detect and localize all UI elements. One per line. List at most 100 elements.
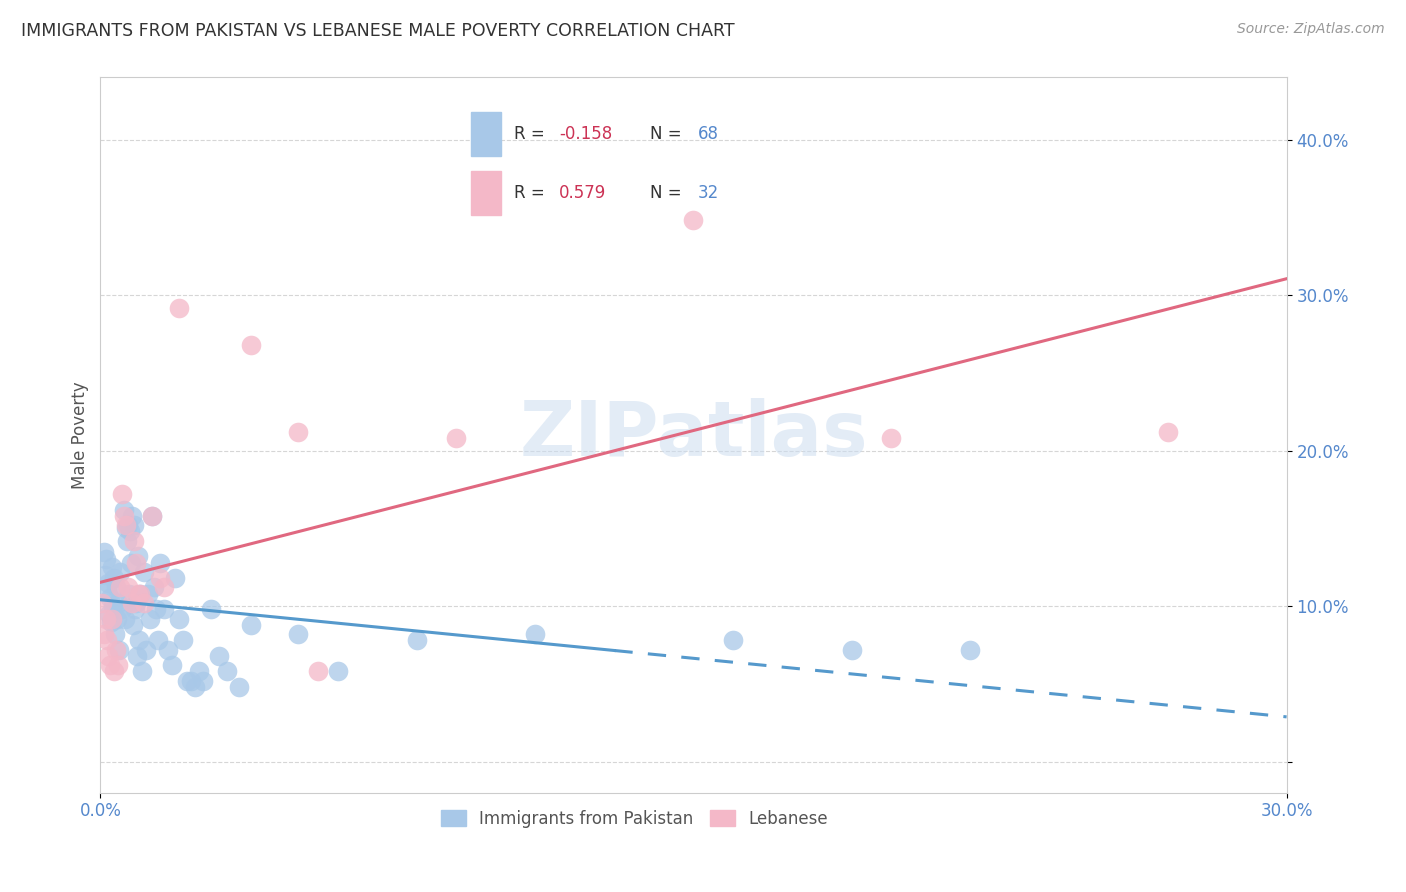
Point <box>96 611 118 625</box>
Point <box>188 665 211 679</box>
Point <box>93 544 115 558</box>
Point <box>142 581 165 595</box>
Point <box>152 581 174 595</box>
Point <box>103 665 125 679</box>
Point <box>200 602 222 616</box>
Point <box>115 518 138 533</box>
Point <box>128 587 150 601</box>
Point <box>98 658 121 673</box>
Y-axis label: Male Poverty: Male Poverty <box>72 381 89 489</box>
Point <box>141 508 163 523</box>
Point <box>136 587 159 601</box>
Point <box>121 508 143 523</box>
Point <box>880 431 903 445</box>
Point <box>111 602 134 616</box>
Point <box>131 665 153 679</box>
Point <box>103 571 125 585</box>
Point <box>149 556 172 570</box>
Point <box>97 648 120 663</box>
Point <box>156 642 179 657</box>
Point <box>127 587 149 601</box>
Point <box>107 658 129 673</box>
Point <box>108 581 131 595</box>
Point <box>152 602 174 616</box>
Point <box>98 591 121 606</box>
Point <box>128 587 150 601</box>
Point <box>145 602 167 616</box>
Point <box>165 571 187 585</box>
Point <box>112 508 135 523</box>
Point <box>682 213 704 227</box>
Point <box>172 633 194 648</box>
Point <box>524 627 547 641</box>
Point <box>1157 425 1180 439</box>
Point <box>112 502 135 516</box>
Point <box>115 533 138 548</box>
Text: IMMIGRANTS FROM PAKISTAN VS LEBANESE MALE POVERTY CORRELATION CHART: IMMIGRANTS FROM PAKISTAN VS LEBANESE MAL… <box>21 22 735 40</box>
Point <box>191 673 214 688</box>
Point <box>105 581 128 595</box>
Point <box>444 431 467 445</box>
Point <box>135 642 157 657</box>
Point <box>125 596 148 610</box>
Point <box>127 549 149 564</box>
Point <box>287 627 309 641</box>
Point <box>101 560 124 574</box>
Point <box>115 521 138 535</box>
Point <box>117 518 139 533</box>
Point <box>405 633 427 648</box>
Point <box>118 524 141 539</box>
Point <box>101 611 124 625</box>
Point <box>180 673 202 688</box>
Legend: Immigrants from Pakistan, Lebanese: Immigrants from Pakistan, Lebanese <box>434 803 834 834</box>
Point <box>160 658 183 673</box>
Point <box>105 611 128 625</box>
Point <box>184 680 207 694</box>
Point <box>104 627 127 641</box>
Point <box>132 565 155 579</box>
Point <box>107 596 129 610</box>
Point <box>959 642 981 657</box>
Point <box>176 673 198 688</box>
Point <box>96 552 118 566</box>
Point <box>96 583 118 598</box>
Point <box>93 627 115 641</box>
Text: Source: ZipAtlas.com: Source: ZipAtlas.com <box>1237 22 1385 37</box>
Point <box>326 665 349 679</box>
Point <box>117 581 139 595</box>
Point <box>124 602 146 616</box>
Point <box>841 642 863 657</box>
Point <box>307 665 329 679</box>
Point <box>100 615 122 629</box>
Point <box>141 508 163 523</box>
Point <box>287 425 309 439</box>
Point <box>97 575 120 590</box>
Text: ZIPatlas: ZIPatlas <box>519 398 868 472</box>
Point <box>169 301 191 315</box>
Point <box>128 633 150 648</box>
Point <box>208 648 231 663</box>
Point <box>120 556 142 570</box>
Point <box>121 596 143 610</box>
Point <box>169 611 191 625</box>
Point <box>149 571 172 585</box>
Point <box>122 518 145 533</box>
Point <box>108 642 131 657</box>
Point <box>98 607 121 621</box>
Point <box>132 596 155 610</box>
Point <box>125 556 148 570</box>
Point <box>122 533 145 548</box>
Point <box>118 587 141 601</box>
Point <box>215 665 238 679</box>
Point <box>239 617 262 632</box>
Point <box>91 596 114 610</box>
Point <box>105 642 128 657</box>
Point <box>96 633 118 648</box>
Point <box>239 338 262 352</box>
Point <box>121 617 143 632</box>
Point <box>94 568 117 582</box>
Point <box>101 599 124 613</box>
Point <box>111 487 134 501</box>
Point <box>721 633 744 648</box>
Point <box>108 565 131 579</box>
